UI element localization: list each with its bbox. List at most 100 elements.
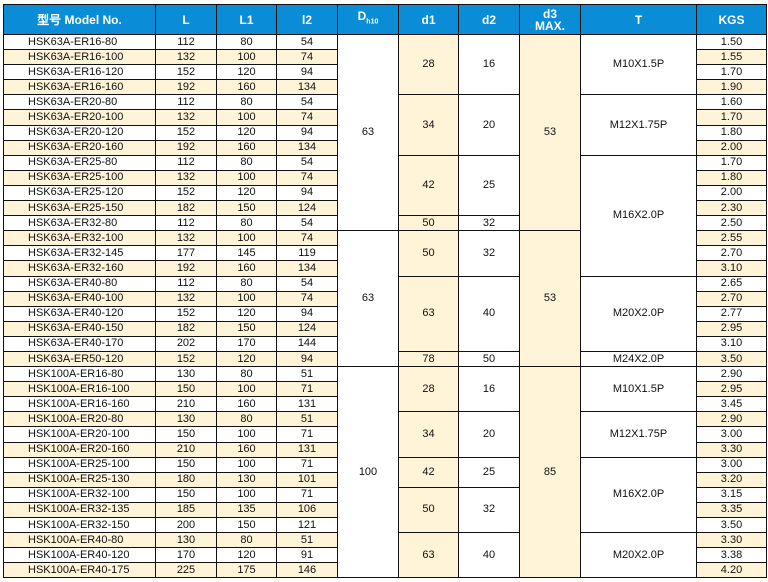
dh10-cell: 63 — [337, 230, 399, 368]
header-d1: d1 — [398, 4, 459, 35]
L-cell: 192 — [155, 79, 217, 96]
kgs-cell: 3.00 — [696, 426, 767, 443]
model-cell: HSK100A-ER25-130 — [3, 471, 156, 488]
L1-cell: 130 — [216, 471, 277, 488]
L-cell: 112 — [155, 33, 217, 51]
d1-cell: 34 — [398, 94, 459, 156]
d1-cell: 28 — [398, 366, 459, 413]
d2-cell: 40 — [458, 532, 520, 579]
L1-cell: 160 — [216, 260, 277, 277]
thread-cell: M16X2.0P — [580, 456, 697, 534]
header-D: D — [357, 9, 367, 24]
thread-cell: M24X2.0P — [580, 350, 697, 368]
table-row: HSK100A-ER40-80 130 80 51 63 40 M20X2.0P 3.30 — [3, 532, 767, 579]
table-body: HSK63A-ER16-80 112 80 54 63 28 16 53 M10X1.5P 1.5… — [3, 33, 767, 579]
L1-cell: 80 — [216, 33, 277, 51]
kgs-cell: 3.30 — [696, 532, 767, 549]
l2-cell: 74 — [276, 230, 338, 247]
header-d2: d2 — [458, 4, 520, 35]
l2-cell: 131 — [276, 396, 338, 413]
l2-cell: 54 — [276, 275, 338, 292]
l2-cell: 124 — [276, 200, 338, 217]
kgs-cell: 3.20 — [696, 471, 767, 488]
table-row: HSK100A-ER16-80 130 80 51 100 28 16 85 M10X1.5P 2… — [3, 366, 767, 579]
model-cell: HSK100A-ER20-80 — [3, 411, 156, 428]
kgs-cell: 3.35 — [696, 501, 767, 519]
table-row: HSK63A-ER16-120 152 120 94 1.70 — [3, 64, 767, 81]
table-row: HSK63A-ER20-80 112 80 54 34 20 M12X1.75P 1.60 — [3, 94, 767, 156]
L1-cell: 100 — [216, 456, 277, 473]
L1-cell: 120 — [216, 305, 277, 322]
model-cell: HSK63A-ER32-160 — [3, 260, 156, 277]
l2-cell: 94 — [276, 350, 338, 368]
kgs-cell: 3.00 — [696, 456, 767, 473]
L-cell: 182 — [155, 320, 217, 337]
L1-cell: 100 — [216, 381, 277, 398]
header-dh10: Dh10 — [337, 4, 399, 35]
table-row: HSK63A-ER25-80 112 80 54 42 25 M16X2.0P 1.70 — [3, 154, 767, 277]
L1-cell: 150 — [216, 516, 277, 534]
L-cell: 112 — [155, 94, 217, 111]
kgs-cell: 2.00 — [696, 184, 767, 202]
thread-cell: M16X2.0P — [580, 154, 697, 277]
l2-cell: 74 — [276, 109, 338, 126]
table-row: HSK63A-ER40-80 112 80 54 63 40 M20X2.0P 2.65 — [3, 275, 767, 352]
model-cell: HSK100A-ER16-80 — [3, 366, 156, 383]
L-cell: 152 — [155, 305, 217, 322]
header-kgs: KGS — [696, 4, 767, 35]
L1-cell: 120 — [216, 184, 277, 202]
kgs-cell: 1.50 — [696, 33, 767, 51]
d2-cell: 40 — [458, 275, 520, 352]
model-cell: HSK63A-ER16-160 — [3, 79, 156, 96]
l2-cell: 134 — [276, 79, 338, 96]
l2-cell: 94 — [276, 124, 338, 141]
kgs-cell: 3.38 — [696, 547, 767, 564]
thread-cell: M10X1.5P — [580, 366, 697, 413]
spec-table: 型号 Model No. L L1 l2 Dh10 d1 d2 d3 MAX. T… — [3, 4, 767, 579]
L1-cell: 100 — [216, 426, 277, 443]
model-cell: HSK63A-ER32-145 — [3, 245, 156, 262]
L1-cell: 160 — [216, 79, 277, 96]
l2-cell: 54 — [276, 94, 338, 111]
L1-cell: 150 — [216, 320, 277, 337]
model-cell: HSK63A-ER40-150 — [3, 320, 156, 337]
table-row: HSK100A-ER25-130 180 130 101 3.20 — [3, 471, 767, 488]
l2-cell: 74 — [276, 290, 338, 307]
l2-cell: 54 — [276, 33, 338, 51]
model-cell: HSK63A-ER20-120 — [3, 124, 156, 141]
kgs-cell: 3.50 — [696, 350, 767, 368]
L-cell: 112 — [155, 154, 217, 171]
l2-cell: 51 — [276, 532, 338, 549]
L1-cell: 100 — [216, 486, 277, 503]
L1-cell: 120 — [216, 350, 277, 368]
L-cell: 210 — [155, 396, 217, 413]
d1-cell: 50 — [398, 486, 459, 534]
d2-cell: 16 — [458, 33, 520, 96]
header-D-subscript: h10 — [366, 18, 379, 26]
table-row: HSK63A-ER20-160 192 160 134 2.00 — [3, 139, 767, 156]
table-row: HSK63A-ER50-120 152 120 94 78 50 M24X2.0P 3.50 — [3, 350, 767, 368]
kgs-cell: 2.95 — [696, 381, 767, 398]
kgs-cell: 2.70 — [696, 245, 767, 262]
kgs-cell: 2.95 — [696, 320, 767, 337]
L1-cell: 120 — [216, 124, 277, 141]
l2-cell: 121 — [276, 516, 338, 534]
L-cell: 130 — [155, 532, 217, 549]
d2-cell: 25 — [458, 456, 520, 488]
model-cell: HSK63A-ER20-80 — [3, 94, 156, 111]
d1-cell: 34 — [398, 411, 459, 458]
L1-cell: 80 — [216, 215, 277, 232]
model-cell: HSK63A-ER16-120 — [3, 64, 156, 81]
L1-cell: 80 — [216, 411, 277, 428]
l2-cell: 54 — [276, 215, 338, 232]
L1-cell: 80 — [216, 275, 277, 292]
model-cell: HSK100A-ER16-160 — [3, 396, 156, 413]
L-cell: 132 — [155, 109, 217, 126]
L1-cell: 175 — [216, 562, 277, 579]
kgs-cell: 2.65 — [696, 275, 767, 292]
L-cell: 152 — [155, 124, 217, 141]
table-row: HSK63A-ER16-160 192 160 134 1.90 — [3, 79, 767, 96]
l2-cell: 101 — [276, 471, 338, 488]
model-cell: HSK63A-ER25-120 — [3, 184, 156, 202]
L1-cell: 100 — [216, 109, 277, 126]
